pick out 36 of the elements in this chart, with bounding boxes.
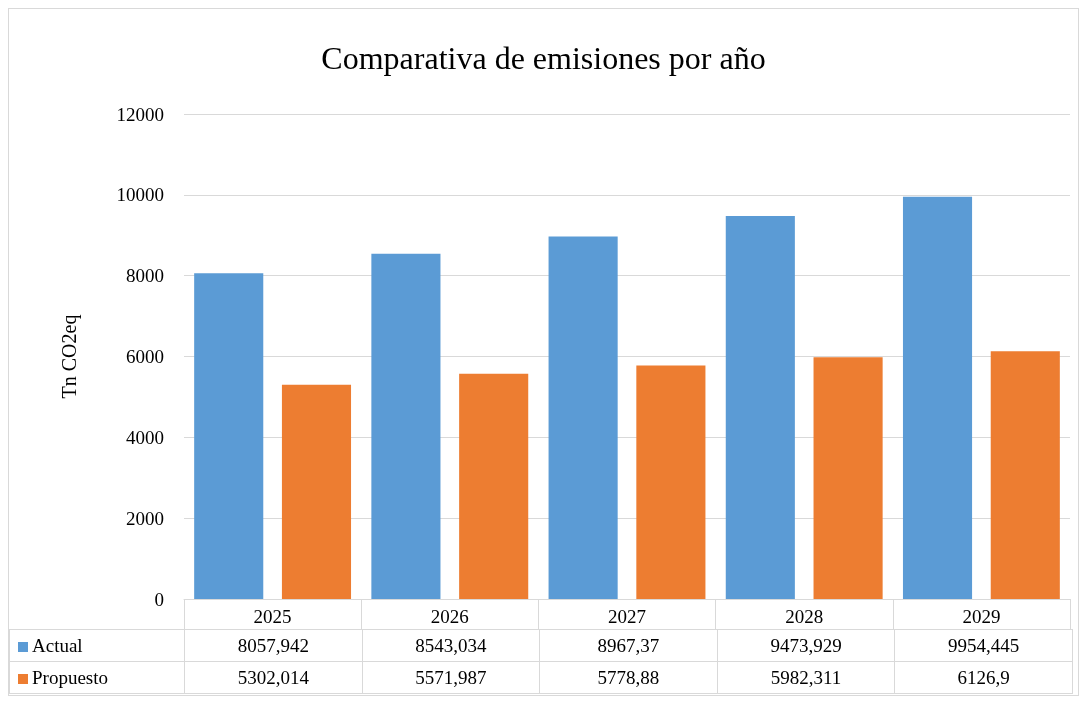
x-tick-label: 2027 — [608, 606, 646, 627]
data-label: 9954,445 — [894, 629, 1073, 662]
x-tick-label: 2029 — [962, 606, 1001, 627]
y-tick-label: 10000 — [116, 184, 164, 206]
x-tick-label: 2028 — [785, 606, 824, 627]
bar — [725, 216, 795, 599]
data-label: 8543,034 — [362, 629, 540, 662]
bar — [902, 196, 973, 599]
data-label: 5571,987 — [362, 661, 540, 694]
data-label: 6126,9 — [894, 661, 1073, 694]
bar — [371, 253, 441, 599]
chart-title: Comparativa de emisiones por año — [321, 40, 766, 76]
data-label: 5982,311 — [717, 661, 895, 694]
bar — [813, 357, 883, 599]
data-label: 9473,929 — [717, 629, 895, 662]
x-tick-label: 2026 — [430, 606, 469, 627]
bar — [194, 273, 264, 599]
data-label: 5302,014 — [184, 661, 363, 694]
y-tick-label: 2000 — [126, 507, 164, 529]
legend-label: Propuesto — [32, 666, 108, 688]
y-axis-title: Tn CO2eq — [58, 314, 81, 399]
data-label: 5778,88 — [539, 661, 718, 694]
x-tick-label: 2025 — [253, 606, 292, 627]
bar — [636, 365, 706, 599]
y-tick-label: 6000 — [126, 346, 164, 367]
bar — [281, 384, 352, 599]
bar — [459, 373, 529, 599]
legend-label: Actual — [32, 634, 83, 656]
y-tick-label: 0 — [154, 588, 164, 610]
bar — [990, 351, 1060, 599]
data-label: 8967,37 — [539, 629, 718, 662]
data-label: 8057,942 — [184, 629, 363, 662]
y-tick-label: 4000 — [126, 426, 164, 448]
bar — [548, 236, 618, 599]
y-tick-label: 8000 — [126, 265, 164, 287]
y-tick-label: 12000 — [116, 103, 164, 125]
